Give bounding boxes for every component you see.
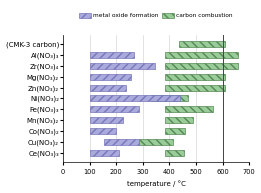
Bar: [165, 117, 193, 123]
Bar: [90, 85, 126, 91]
Bar: [90, 117, 123, 123]
Bar: [90, 74, 131, 80]
Bar: [90, 150, 119, 156]
Legend: metal oxide formation, carbon combustion: metal oxide formation, carbon combustion: [77, 10, 235, 21]
Bar: [165, 52, 239, 58]
Bar: [165, 106, 213, 112]
Bar: [104, 139, 139, 145]
Bar: [179, 41, 225, 47]
X-axis label: temperature / °C: temperature / °C: [127, 181, 186, 187]
Bar: [90, 63, 155, 69]
Bar: [165, 85, 225, 91]
Bar: [151, 96, 188, 102]
Bar: [165, 74, 225, 80]
Bar: [90, 106, 139, 112]
Bar: [90, 52, 133, 58]
Bar: [165, 63, 239, 69]
Bar: [90, 128, 116, 134]
Bar: [165, 128, 185, 134]
Bar: [139, 139, 173, 145]
Bar: [165, 150, 184, 156]
Bar: [90, 96, 180, 102]
